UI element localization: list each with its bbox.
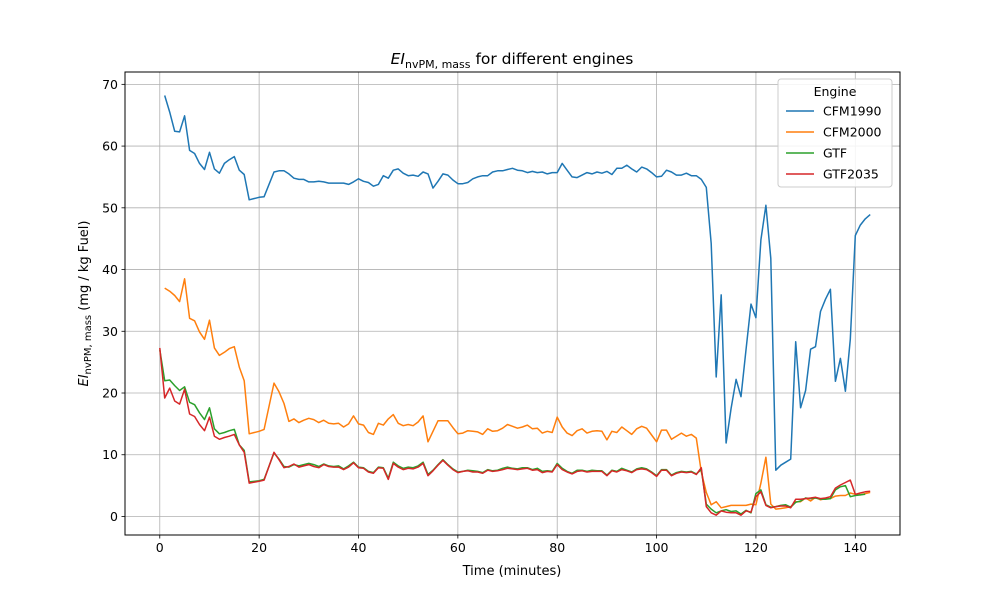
legend-label-gtf: GTF <box>823 146 847 161</box>
y-tick-label: 20 <box>102 386 118 401</box>
legend-label-cfm2000: CFM2000 <box>823 125 882 140</box>
legend-box <box>777 78 893 188</box>
ylabel-prefix: EI <box>77 374 92 386</box>
title-prefix: EI <box>391 50 406 68</box>
y-tick-label: 70 <box>102 77 118 92</box>
chart-title: EInvPM, mass for different engines <box>391 50 634 71</box>
x-tick-label: 100 <box>645 540 669 555</box>
series-line-cfm2000 <box>164 278 871 510</box>
title-suffix: for different engines <box>471 50 634 68</box>
y-tick-label: 40 <box>102 262 118 277</box>
plot-frame <box>124 71 901 536</box>
legend-title: Engine <box>814 84 857 99</box>
y-tick-label: 50 <box>102 200 118 215</box>
x-tick-label: 40 <box>351 540 367 555</box>
legend-label-cfm1990: CFM1990 <box>823 104 882 119</box>
y-tick-label: 10 <box>102 447 118 462</box>
x-tick-label: 140 <box>843 540 867 555</box>
ylabel-subscript: nvPM, mass <box>83 315 94 375</box>
legend-entries: CFM1990 CFM2000 GTF GTF2035 <box>786 104 882 182</box>
ylabel-suffix: (mg / kg Fuel) <box>77 221 92 315</box>
x-tick-label: 60 <box>450 540 466 555</box>
y-tick-label: 0 <box>110 509 118 524</box>
series-line-gtf2035 <box>159 347 871 516</box>
x-tick-label: 20 <box>251 540 267 555</box>
series-layer <box>159 95 871 516</box>
y-tick-label: 60 <box>102 139 118 154</box>
x-tick-label: 120 <box>744 540 768 555</box>
y-axis-label: EInvPM, mass (mg / kg Fuel) <box>77 221 94 387</box>
x-tick-label: 80 <box>549 540 565 555</box>
x-axis-label: Time (minutes) <box>462 564 562 579</box>
legend: Engine CFM1990 CFM2000 GTF GTF2035 <box>777 78 893 188</box>
y-tick-label: 30 <box>102 324 118 339</box>
legend-label-gtf2035: GTF2035 <box>823 167 879 182</box>
ticks: 0 20 40 60 80 100 120 140 0 10 20 30 40 50 60 70 <box>102 77 867 555</box>
title-subscript: nvPM, mass <box>405 58 471 71</box>
series-line-cfm1990 <box>163 95 871 471</box>
x-tick-label: 0 <box>156 540 164 555</box>
